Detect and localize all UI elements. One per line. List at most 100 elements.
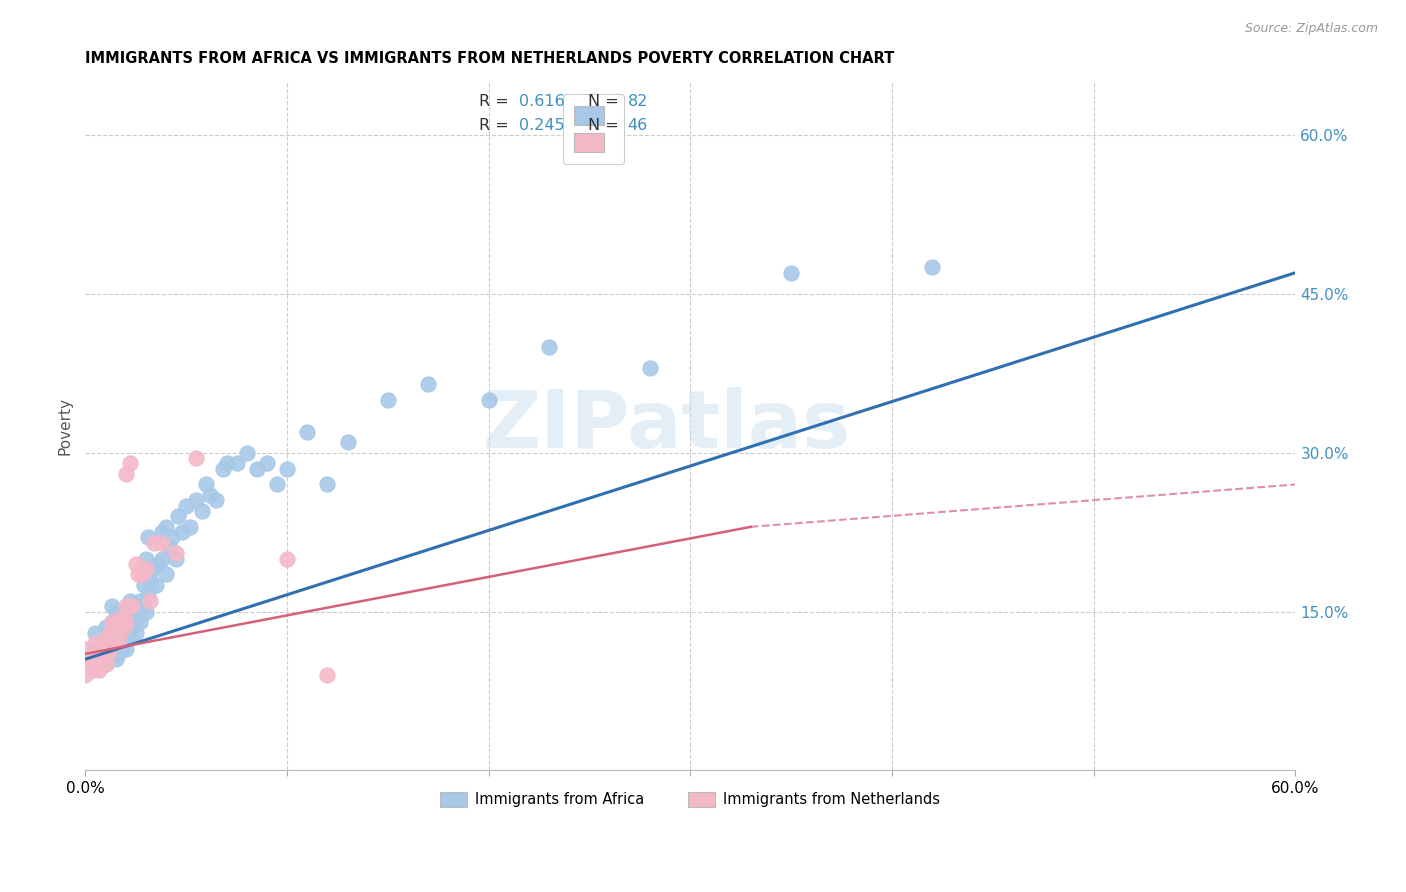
Text: R =: R = xyxy=(478,119,513,133)
Point xyxy=(112,636,135,650)
Point xyxy=(136,530,159,544)
Point xyxy=(108,636,131,650)
Text: N =: N = xyxy=(588,95,623,109)
Point xyxy=(98,647,121,661)
Point xyxy=(100,615,122,629)
Point xyxy=(90,636,112,650)
Point xyxy=(538,340,561,354)
Point xyxy=(89,663,111,677)
Point xyxy=(638,361,661,376)
Point xyxy=(84,625,107,640)
Point xyxy=(316,477,339,491)
Point xyxy=(167,509,190,524)
Point xyxy=(100,631,122,645)
Point xyxy=(114,467,136,481)
Text: 0.245: 0.245 xyxy=(519,119,564,133)
Point xyxy=(155,520,177,534)
Point xyxy=(94,641,117,656)
Point xyxy=(256,456,278,470)
Point xyxy=(246,461,269,475)
Point xyxy=(235,446,257,460)
Point xyxy=(125,625,148,640)
Point xyxy=(114,620,136,634)
Point xyxy=(135,562,157,576)
Point xyxy=(136,589,159,603)
Point xyxy=(111,625,134,640)
Point xyxy=(160,530,183,544)
Point xyxy=(146,557,169,571)
Point xyxy=(89,641,111,656)
Point xyxy=(225,456,247,470)
Point xyxy=(111,607,134,621)
Point xyxy=(145,578,167,592)
Point xyxy=(780,266,803,280)
Point xyxy=(195,477,218,491)
Point xyxy=(98,636,121,650)
Point xyxy=(107,636,129,650)
Text: R =: R = xyxy=(478,95,513,109)
Point xyxy=(121,599,143,614)
Point xyxy=(118,594,141,608)
Point xyxy=(121,605,143,619)
Point xyxy=(104,615,127,629)
Point xyxy=(84,652,107,666)
Text: N =: N = xyxy=(588,119,623,133)
Point xyxy=(97,647,120,661)
Point xyxy=(94,620,117,634)
Point xyxy=(90,636,112,650)
Point xyxy=(90,652,112,666)
Point xyxy=(100,599,122,614)
Point xyxy=(276,551,298,566)
Point xyxy=(150,525,173,540)
Point xyxy=(89,652,111,666)
Point xyxy=(111,609,134,624)
Point xyxy=(165,546,187,560)
Point xyxy=(94,641,117,656)
Point xyxy=(266,477,288,491)
Point xyxy=(132,578,155,592)
Point xyxy=(159,541,181,555)
Point xyxy=(111,641,134,656)
Point xyxy=(478,392,501,407)
Point xyxy=(127,609,149,624)
Point xyxy=(336,435,359,450)
Point xyxy=(139,594,162,608)
Point xyxy=(100,625,122,640)
Point xyxy=(172,525,194,540)
Point xyxy=(104,605,127,619)
Point xyxy=(174,499,197,513)
Text: 82: 82 xyxy=(627,95,648,109)
Point xyxy=(104,641,127,656)
Text: ZIPatlas: ZIPatlas xyxy=(482,387,851,466)
Point xyxy=(150,551,173,566)
Point xyxy=(107,647,129,661)
Point xyxy=(118,456,141,470)
Point xyxy=(135,605,157,619)
Point xyxy=(75,668,97,682)
Point xyxy=(215,456,238,470)
Point xyxy=(135,551,157,566)
Point xyxy=(79,657,101,672)
Point xyxy=(80,652,103,666)
Point xyxy=(377,392,399,407)
Point xyxy=(104,625,127,640)
Point xyxy=(94,631,117,645)
Point xyxy=(141,562,163,576)
Text: Source: ZipAtlas.com: Source: ZipAtlas.com xyxy=(1244,22,1378,36)
Point xyxy=(205,493,228,508)
Point xyxy=(114,615,136,629)
Point xyxy=(276,461,298,475)
Point xyxy=(114,641,136,656)
Point xyxy=(117,605,139,619)
Point xyxy=(121,620,143,634)
Point xyxy=(179,520,201,534)
Point xyxy=(104,631,127,645)
Point xyxy=(103,636,125,650)
Point xyxy=(125,599,148,614)
Point xyxy=(128,615,150,629)
Point xyxy=(186,450,208,465)
Point xyxy=(93,647,115,661)
Point xyxy=(125,557,148,571)
Point xyxy=(118,599,141,614)
Point xyxy=(100,615,122,629)
